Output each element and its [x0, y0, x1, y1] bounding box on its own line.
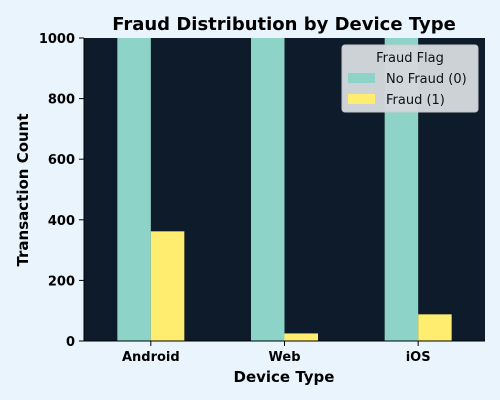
x-axis-label: Device Type — [234, 368, 335, 386]
legend: Fraud Flag No Fraud (0) Fraud (1) — [341, 44, 479, 113]
x-tick-label: iOS — [406, 350, 431, 365]
legend-label-no-fraud: No Fraud (0) — [386, 72, 467, 87]
y-axis-label: Transaction Count — [14, 113, 32, 266]
bar-ios-fraud — [418, 314, 452, 341]
y-tick-label: 600 — [48, 153, 75, 168]
bar-android-no-fraud — [117, 38, 151, 341]
y-tick-label: 200 — [48, 274, 75, 289]
y-tick-label: 400 — [48, 214, 75, 229]
x-tick-label: Web — [269, 350, 301, 365]
x-axis-ticks: Android Web iOS — [122, 341, 431, 365]
bar-web-no-fraud — [251, 38, 285, 341]
y-axis-ticks: 0 200 400 600 800 1000 — [39, 32, 84, 350]
bar-web-fraud — [284, 333, 318, 341]
legend-title: Fraud Flag — [376, 51, 444, 66]
x-tick-label: Android — [122, 350, 180, 365]
bar-android-fraud — [150, 231, 185, 341]
y-tick-label: 1000 — [39, 32, 75, 47]
legend-label-fraud: Fraud (1) — [386, 93, 445, 108]
legend-box — [341, 44, 479, 113]
chart-title: Fraud Distribution by Device Type — [112, 14, 456, 35]
y-tick-label: 0 — [66, 335, 75, 350]
legend-swatch-fraud — [348, 94, 375, 104]
y-tick-label: 800 — [48, 93, 75, 108]
legend-swatch-no-fraud — [348, 73, 375, 83]
